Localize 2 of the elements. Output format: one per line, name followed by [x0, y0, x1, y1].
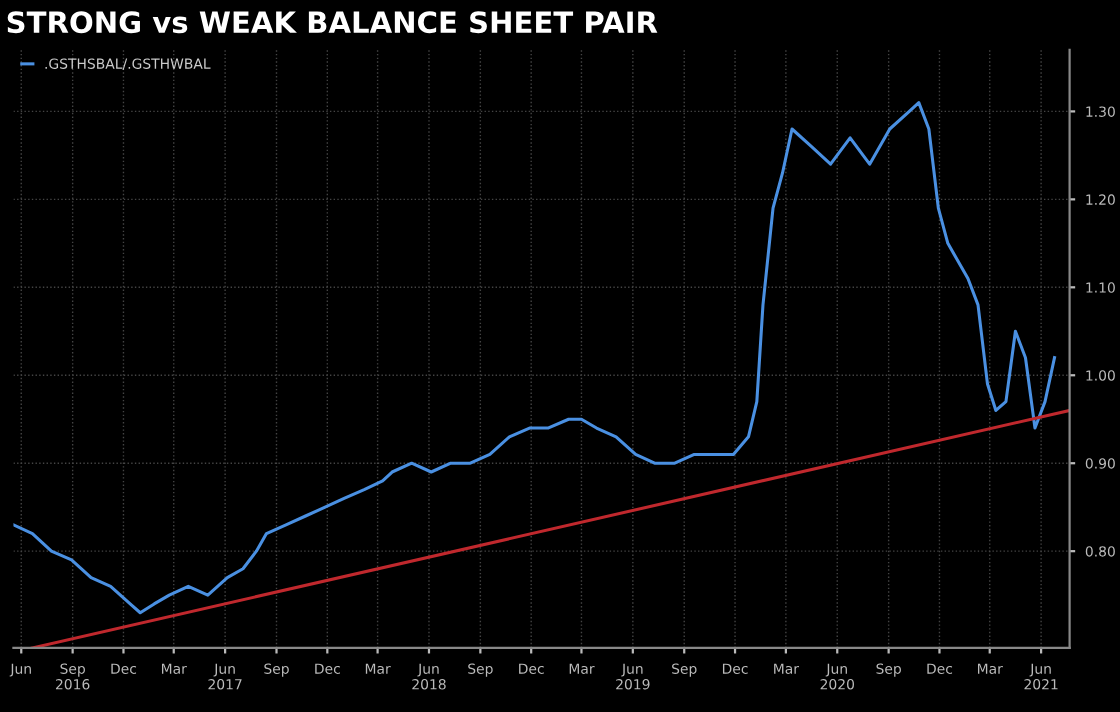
line-series [13, 101, 1057, 615]
chart-title: STRONG vs WEAK BALANCE SHEET PAIR [7, 11, 658, 34]
